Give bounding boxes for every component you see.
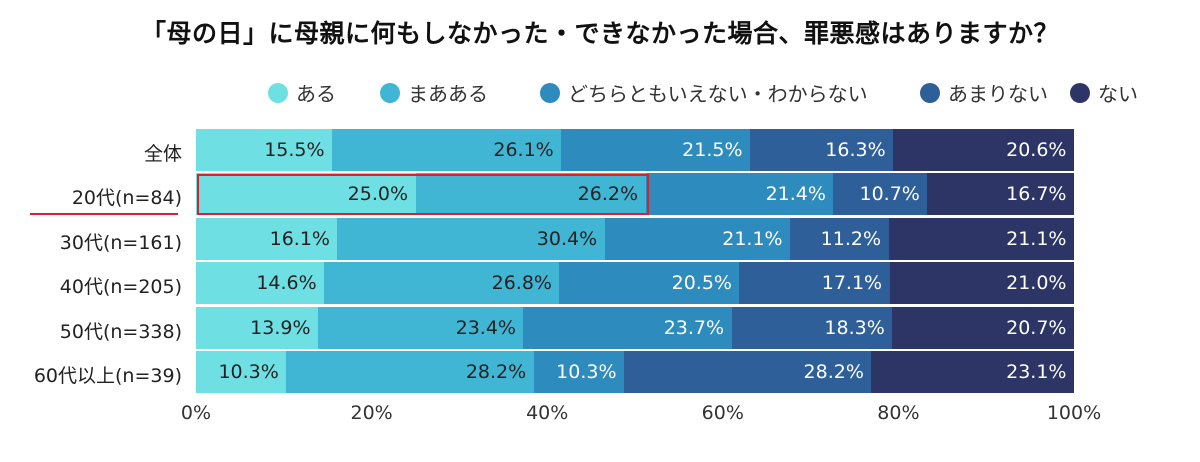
data-label: 26.1% xyxy=(493,139,554,161)
bar-segment: 10.3% xyxy=(533,351,625,393)
data-label: 26.8% xyxy=(491,272,552,295)
data-label: 21.5% xyxy=(682,139,743,161)
data-label: 11.2% xyxy=(820,227,882,250)
data-label: 25.0% xyxy=(347,183,408,206)
bar-segment: 23.7% xyxy=(523,306,733,349)
highlight-underline xyxy=(30,213,178,216)
data-label: 10.3% xyxy=(218,361,279,383)
data-label: 28.2% xyxy=(465,361,527,383)
data-label: 10.7% xyxy=(859,183,920,206)
legend-item: あまりない xyxy=(920,78,1048,107)
bar-segment: 17.1% xyxy=(739,262,891,305)
data-label: 26.2% xyxy=(577,183,639,206)
legend-label: ない xyxy=(1098,82,1138,106)
legend-label: あまりない xyxy=(948,82,1048,106)
bar-segment: 20.7% xyxy=(892,306,1075,349)
category-label: 20代(n=84) xyxy=(71,187,182,210)
data-label: 13.9% xyxy=(250,316,311,339)
bar-segment: 16.1% xyxy=(196,217,338,260)
category-label: 40代(n=205) xyxy=(59,276,182,299)
x-tick-label: 60% xyxy=(701,402,744,424)
legend-item: ない xyxy=(1070,78,1138,107)
data-label: 20.5% xyxy=(671,272,732,295)
data-label: 23.7% xyxy=(663,316,725,339)
legend-label: まあある xyxy=(408,82,488,106)
data-label: 20.7% xyxy=(1006,316,1067,339)
bar-segment: 23.1% xyxy=(871,351,1075,393)
highlight-box xyxy=(197,174,649,216)
legend-item: どちらともいえない・わからない xyxy=(540,78,868,107)
data-label: 21.1% xyxy=(722,227,783,250)
bar-segment: 11.2% xyxy=(790,217,890,260)
bar-segment: 20.6% xyxy=(893,129,1075,171)
data-label: 10.3% xyxy=(556,361,617,383)
bar-segment: 20.5% xyxy=(559,262,740,305)
legend-swatch xyxy=(380,82,400,103)
x-tick-label: 40% xyxy=(526,402,569,424)
legend-swatch xyxy=(920,82,940,103)
x-tick-label: 100% xyxy=(1046,402,1102,424)
data-label: 15.5% xyxy=(264,139,325,161)
bar-segment: 21.4% xyxy=(645,173,834,216)
category-label: 60代以上(n=39) xyxy=(33,365,182,387)
bar-segment: 30.4% xyxy=(337,217,606,260)
legend-swatch xyxy=(268,82,288,103)
data-label: 14.6% xyxy=(256,272,317,295)
category-label: 50代(n=338) xyxy=(59,320,182,343)
x-tick-label: 20% xyxy=(350,402,393,424)
bar-segment: 14.6% xyxy=(196,262,325,305)
bar-segment: 26.8% xyxy=(324,262,560,305)
data-label: 23.4% xyxy=(455,316,516,339)
bar-segment: 15.5% xyxy=(196,129,333,171)
data-label: 23.1% xyxy=(1006,361,1067,383)
bar-segment: 25.0% xyxy=(196,173,416,216)
bar-segment: 28.2% xyxy=(624,351,872,393)
bar-segment: 16.3% xyxy=(750,129,894,171)
bar-segment: 21.0% xyxy=(889,262,1075,305)
bar-segment: 23.4% xyxy=(318,306,524,349)
bar-segment: 13.9% xyxy=(196,306,319,349)
bar-segment: 10.3% xyxy=(196,351,287,393)
data-label: 21.0% xyxy=(1006,272,1067,295)
data-label: 16.7% xyxy=(1006,183,1067,206)
x-tick-label: 80% xyxy=(877,402,920,424)
legend-swatch xyxy=(540,82,560,103)
legend-label: どちらともいえない・わからない xyxy=(568,82,868,106)
bar-segment: 21.5% xyxy=(561,129,751,171)
data-label: 16.3% xyxy=(825,139,886,161)
bar-segment: 26.1% xyxy=(332,129,562,171)
data-label: 30.4% xyxy=(536,227,598,250)
x-tick-label: 0% xyxy=(180,402,212,424)
legend: ある まあある どちらともいえない・わからない あまりない ない xyxy=(0,78,1200,106)
legend-item: ある xyxy=(268,78,336,107)
category-label: 全体 xyxy=(143,143,182,165)
bar-segment: 28.2% xyxy=(286,351,535,393)
data-label: 21.1% xyxy=(1006,227,1067,250)
data-label: 17.1% xyxy=(821,272,883,295)
data-label: 20.6% xyxy=(1006,139,1067,161)
data-label: 28.2% xyxy=(803,361,864,383)
bar-segment: 18.3% xyxy=(731,306,893,349)
legend-swatch xyxy=(1070,82,1090,103)
bar-segment: 10.7% xyxy=(833,173,928,216)
bar-segment: 26.2% xyxy=(415,173,647,216)
bar-segment: 21.1% xyxy=(604,217,791,260)
chart-title: 「母の日」に母親に何もしなかった・できなかった場合、罪悪感はありますか？ xyxy=(140,19,1059,48)
legend-item: まあある xyxy=(380,78,488,107)
bar-segment: 21.1% xyxy=(888,217,1075,260)
data-label: 16.1% xyxy=(269,227,330,250)
data-label: 21.4% xyxy=(765,183,826,206)
legend-label: ある xyxy=(296,82,336,106)
category-label: 30代(n=161) xyxy=(59,231,182,254)
data-label: 18.3% xyxy=(824,316,885,339)
bar-segment: 16.7% xyxy=(927,173,1075,216)
